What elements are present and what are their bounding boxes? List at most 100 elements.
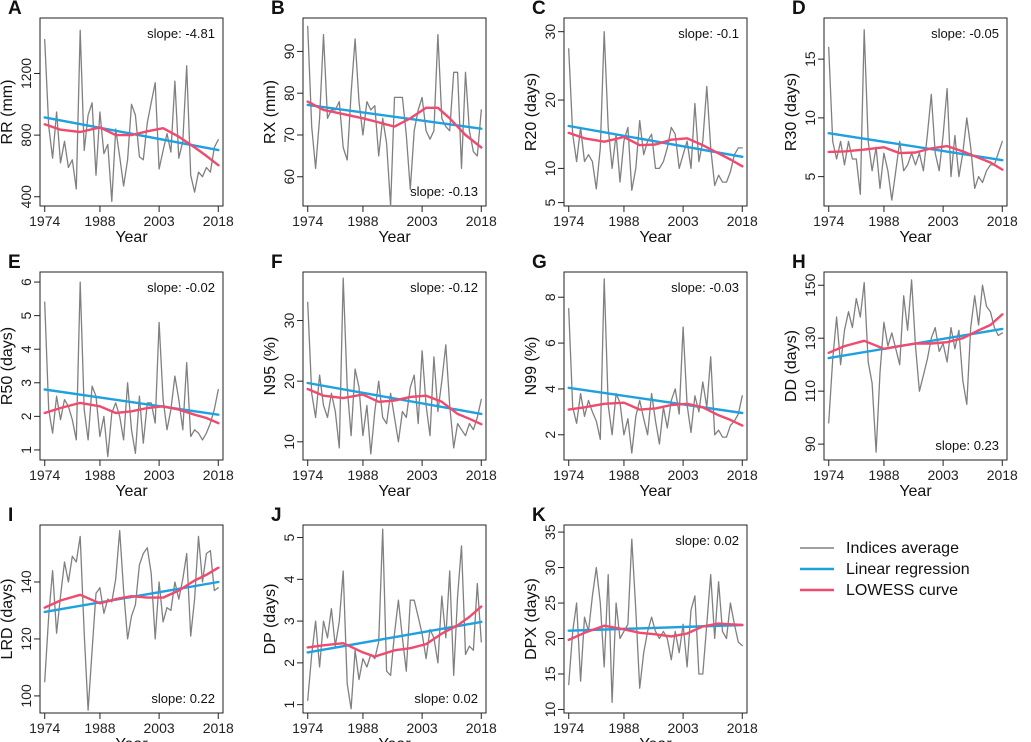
x-axis-label: Year	[639, 736, 672, 742]
x-tick-label: 1974	[553, 213, 584, 229]
lowess-curve	[827, 313, 1004, 354]
indices-average-line	[44, 530, 219, 711]
y-tick-label: 60	[281, 169, 297, 185]
lowess-curve	[567, 622, 744, 642]
y-tick-label: 6	[542, 339, 558, 347]
y-tick-label: 2	[18, 412, 34, 420]
panel-b: B 1974 1988 2003 2018 60 70 80 90 Year RX (mm) slop…	[262, 0, 497, 246]
linear-regression-line	[306, 381, 483, 416]
x-tick-label: 1988	[608, 467, 639, 483]
y-tick-label: 4	[281, 575, 297, 583]
slope-annotation: slope: -0.05	[931, 26, 999, 41]
x-tick-label: 2003	[928, 213, 959, 229]
y-tick-label: 15	[802, 51, 818, 67]
y-tick-label: 100	[18, 684, 34, 708]
indices-average-line	[307, 277, 482, 455]
x-tick-label: 1988	[608, 720, 639, 736]
x-tick-label: 1974	[813, 467, 844, 483]
x-axis-label: Year	[899, 483, 932, 500]
plot-frame	[563, 524, 748, 714]
panel-k: K 1974 1988 2003 2018 10 15 20 25 30 35 Year DPX (da…	[523, 505, 758, 742]
y-axis-label: R50 (days)	[0, 327, 16, 405]
lowess-curve	[827, 144, 1004, 171]
slope-annotation: slope: -0.13	[410, 184, 478, 199]
lowess-curve	[43, 566, 220, 609]
linear-regression-line	[567, 386, 744, 415]
x-tick-label: 1988	[868, 467, 899, 483]
y-axis-label: DD (days)	[783, 330, 800, 402]
slope-annotation: slope: 0.02	[675, 533, 739, 548]
plot-frame	[823, 271, 1008, 461]
plot-frame	[39, 524, 224, 714]
panel-label: D	[792, 0, 806, 19]
x-tick-label: 1974	[292, 213, 323, 229]
x-tick-label: 2003	[668, 213, 699, 229]
x-tick-label: 1988	[84, 720, 115, 736]
x-tick-label: 2003	[407, 720, 438, 736]
y-tick-label: 70	[281, 127, 297, 143]
x-tick-label: 1988	[84, 467, 115, 483]
slope-annotation: slope: -0.03	[671, 280, 739, 295]
y-tick-label: 800	[18, 123, 34, 147]
panel-label: F	[271, 252, 283, 273]
y-tick-label: 35	[542, 524, 558, 540]
y-tick-label: 4	[542, 385, 558, 393]
x-tick-label: 1988	[347, 467, 378, 483]
y-tick-label: 3	[281, 617, 297, 625]
x-axis-label: Year	[378, 229, 411, 246]
y-tick-label: 400	[18, 185, 34, 209]
y-tick-label: 1	[18, 446, 34, 454]
x-axis-label: Year	[115, 736, 148, 742]
y-tick-label: 1200	[18, 58, 34, 89]
y-tick-label: 5	[802, 173, 818, 181]
panel-g: G 1974 1988 2003 2018 2 4 6 8 Year N99 (%) slope: -…	[523, 252, 758, 500]
x-axis-label: Year	[115, 229, 148, 246]
slope-annotation: slope: -0.12	[410, 280, 478, 295]
panel-label: A	[8, 0, 22, 19]
y-tick-label: 90	[802, 436, 818, 452]
x-tick-label: 2003	[144, 720, 175, 736]
y-tick-label: 140	[18, 570, 34, 594]
y-tick-label: 10	[281, 434, 297, 450]
x-tick-label: 1974	[813, 213, 844, 229]
x-tick-label: 1988	[347, 213, 378, 229]
lowess-curve	[43, 123, 220, 167]
panel-a: A 1974 1988 2003 2018 400 800 1200 Year RR (mm) sl…	[0, 0, 234, 246]
plot-frame	[823, 17, 1008, 207]
panel-j: J 1974 1988 2003 2018 1 2 3 4 5 Year DP (days) slope…	[262, 505, 497, 742]
lowess-curve	[306, 605, 483, 658]
x-tick-label: 1974	[29, 213, 60, 229]
x-tick-label: 2018	[987, 213, 1018, 229]
x-tick-label: 2018	[466, 213, 497, 229]
indices-average-line	[568, 538, 743, 704]
x-tick-label: 2018	[203, 467, 234, 483]
y-tick-label: 5	[18, 312, 34, 320]
y-axis-label: LRD (days)	[0, 579, 16, 660]
indices-average-line	[568, 278, 743, 454]
indices-average-line	[307, 528, 482, 710]
x-axis-label: Year	[899, 229, 932, 246]
y-tick-label: 30	[542, 24, 558, 40]
x-axis-label: Year	[378, 483, 411, 500]
x-tick-label: 1974	[292, 467, 323, 483]
y-tick-label: 120	[18, 627, 34, 651]
y-tick-label: 15	[542, 666, 558, 682]
indices-average-line	[307, 25, 482, 207]
y-axis-label: DP (days)	[262, 584, 279, 655]
lowess-curve	[567, 131, 744, 168]
y-tick-label: 5	[542, 198, 558, 206]
y-tick-label: 110	[802, 380, 818, 403]
x-tick-label: 2018	[203, 720, 234, 736]
x-tick-label: 1974	[553, 467, 584, 483]
slope-annotation: slope: -4.81	[147, 26, 215, 41]
panel-h: H 1974 1988 2003 2018 90 110 130 150 Year DD (days…	[783, 252, 1018, 500]
x-axis-label: Year	[639, 483, 672, 500]
x-tick-label: 2018	[203, 213, 234, 229]
legend-label-lowess: LOWESS curve	[846, 582, 958, 599]
y-axis-label: R30 (days)	[783, 73, 800, 151]
y-tick-label: 1	[281, 701, 297, 709]
indices-average-line	[568, 31, 743, 191]
lowess-curve	[567, 401, 744, 427]
x-tick-label: 2018	[727, 467, 758, 483]
x-tick-label: 1988	[347, 720, 378, 736]
